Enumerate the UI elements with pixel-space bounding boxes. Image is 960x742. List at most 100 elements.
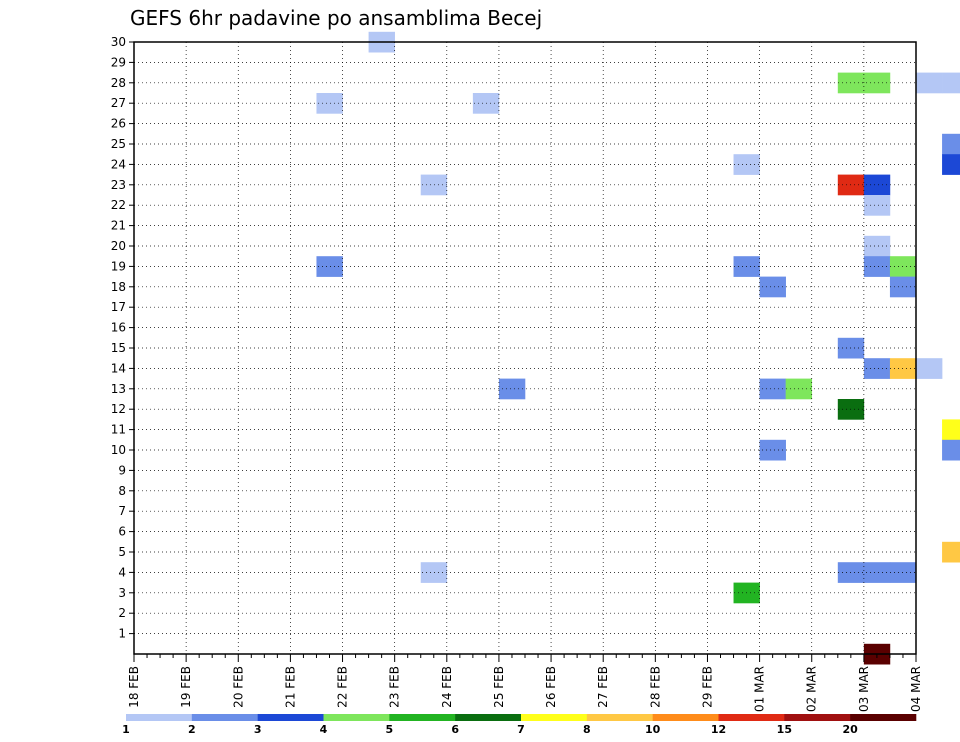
x-tick-label: 02 MAR xyxy=(805,666,819,712)
y-tick-label: 7 xyxy=(118,504,126,518)
heatmap-cell xyxy=(942,133,960,155)
grid-lines xyxy=(134,41,916,654)
y-tick-label: 30 xyxy=(111,35,126,49)
y-tick-label: 10 xyxy=(111,443,126,457)
x-axis: 18 FEB 19 FEB 20 FEB 21 FEB 22 FEB 23 FEB 24 F… xyxy=(127,654,923,712)
heatmap-cell xyxy=(316,93,343,114)
chart-title: GEFS 6hr padavine po ansamblima Becej xyxy=(130,6,543,30)
colorbar: 1 2 3 4 5 6 7 8 10 12 15 20 xyxy=(122,714,917,736)
heatmap-cell xyxy=(863,235,891,257)
heatmap-cell xyxy=(916,72,943,94)
heatmap-cell xyxy=(420,174,448,196)
heatmap-cell xyxy=(942,541,960,563)
colorbar-label: 7 xyxy=(517,723,525,736)
colorbar-label: 4 xyxy=(320,723,328,736)
heatmap-cell xyxy=(863,195,891,216)
colorbar-swatch xyxy=(323,714,390,721)
colorbar-swatch xyxy=(718,714,785,721)
y-tick-label: 3 xyxy=(118,586,126,600)
y-tick-label: 13 xyxy=(111,382,126,396)
heatmap-cell xyxy=(420,562,448,583)
y-tick-label: 11 xyxy=(111,423,126,437)
heatmap-cell xyxy=(863,358,891,379)
y-tick-label: 17 xyxy=(111,300,126,314)
colorbar-label: 1 xyxy=(122,723,130,736)
y-tick-label: 12 xyxy=(111,402,126,416)
colorbar-label: 8 xyxy=(583,723,591,736)
x-tick-label: 28 FEB xyxy=(648,666,662,708)
x-tick-label: 24 FEB xyxy=(440,666,454,708)
colorbar-label: 3 xyxy=(254,723,262,736)
heatmap-cell xyxy=(942,154,960,175)
x-tick-label: 23 FEB xyxy=(388,666,402,708)
y-tick-label: 19 xyxy=(111,259,126,273)
colorbar-label: 10 xyxy=(645,723,661,736)
y-tick-label: 28 xyxy=(111,76,126,90)
y-axis: 1234567891011121314151617181920212223242… xyxy=(111,35,134,641)
colorbar-swatch xyxy=(126,714,193,721)
x-tick-label: 26 FEB xyxy=(544,666,558,708)
heatmap-cell xyxy=(889,276,917,298)
heatmap-cells xyxy=(316,31,960,665)
y-tick-label: 24 xyxy=(111,157,126,171)
x-tick-label: 01 MAR xyxy=(753,666,767,712)
y-tick-label: 2 xyxy=(118,606,126,620)
y-tick-label: 29 xyxy=(111,55,126,69)
x-tick-label: 25 FEB xyxy=(492,666,506,708)
y-tick-label: 16 xyxy=(111,321,126,335)
colorbar-swatch xyxy=(257,714,324,721)
y-tick-label: 1 xyxy=(118,627,126,641)
x-tick-label: 20 FEB xyxy=(231,666,245,708)
y-tick-label: 23 xyxy=(111,178,126,192)
heatmap-cell xyxy=(889,256,917,277)
heatmap-cell xyxy=(916,358,943,379)
heatmap-cell xyxy=(316,256,343,277)
colorbar-label: 5 xyxy=(386,723,394,736)
x-tick-label: 04 MAR xyxy=(909,666,923,712)
y-tick-label: 21 xyxy=(111,219,126,233)
x-tick-label: 29 FEB xyxy=(700,666,714,708)
heatmap-cell xyxy=(863,562,891,583)
y-tick-label: 25 xyxy=(111,137,126,151)
y-tick-label: 20 xyxy=(111,239,126,253)
y-tick-label: 4 xyxy=(118,565,126,579)
y-tick-label: 14 xyxy=(111,361,126,375)
colorbar-swatch xyxy=(389,714,456,721)
colorbar-swatch xyxy=(521,714,588,721)
heatmap-cell xyxy=(498,378,526,400)
heatmap-cell xyxy=(889,358,917,379)
x-tick-label: 18 FEB xyxy=(127,666,141,708)
colorbar-label: 12 xyxy=(711,723,726,736)
y-tick-label: 9 xyxy=(118,463,126,477)
colorbar-swatch xyxy=(191,714,258,721)
x-tick-label: 27 FEB xyxy=(596,666,610,708)
x-tick-label: 19 FEB xyxy=(179,666,193,708)
y-tick-label: 22 xyxy=(111,198,126,212)
y-tick-label: 27 xyxy=(111,96,126,110)
x-tick-label: 21 FEB xyxy=(283,666,297,708)
colorbar-label: 6 xyxy=(451,723,459,736)
heatmap-cell xyxy=(759,378,786,400)
colorbar-label: 20 xyxy=(843,723,859,736)
heatmap-cell xyxy=(942,439,960,461)
colorbar-swatch xyxy=(850,714,917,721)
x-tick-label: 22 FEB xyxy=(336,666,350,708)
colorbar-label: 2 xyxy=(188,723,196,736)
x-tick-label: 03 MAR xyxy=(857,666,871,712)
heatmap-cell xyxy=(759,439,786,461)
y-tick-label: 26 xyxy=(111,117,126,131)
y-tick-label: 5 xyxy=(118,545,126,559)
heatmap-cell xyxy=(759,276,786,298)
y-tick-label: 6 xyxy=(118,525,126,539)
heatmap-cell xyxy=(863,256,891,277)
heatmap-cell xyxy=(942,72,960,94)
heatmap-cell xyxy=(889,562,917,583)
y-tick-label: 15 xyxy=(111,341,126,355)
colorbar-label: 15 xyxy=(777,723,792,736)
heatmap-cell xyxy=(863,174,891,196)
heatmap-cell xyxy=(863,72,891,94)
y-tick-label: 8 xyxy=(118,484,126,498)
colorbar-swatch xyxy=(586,714,653,721)
colorbar-swatch xyxy=(455,714,522,721)
